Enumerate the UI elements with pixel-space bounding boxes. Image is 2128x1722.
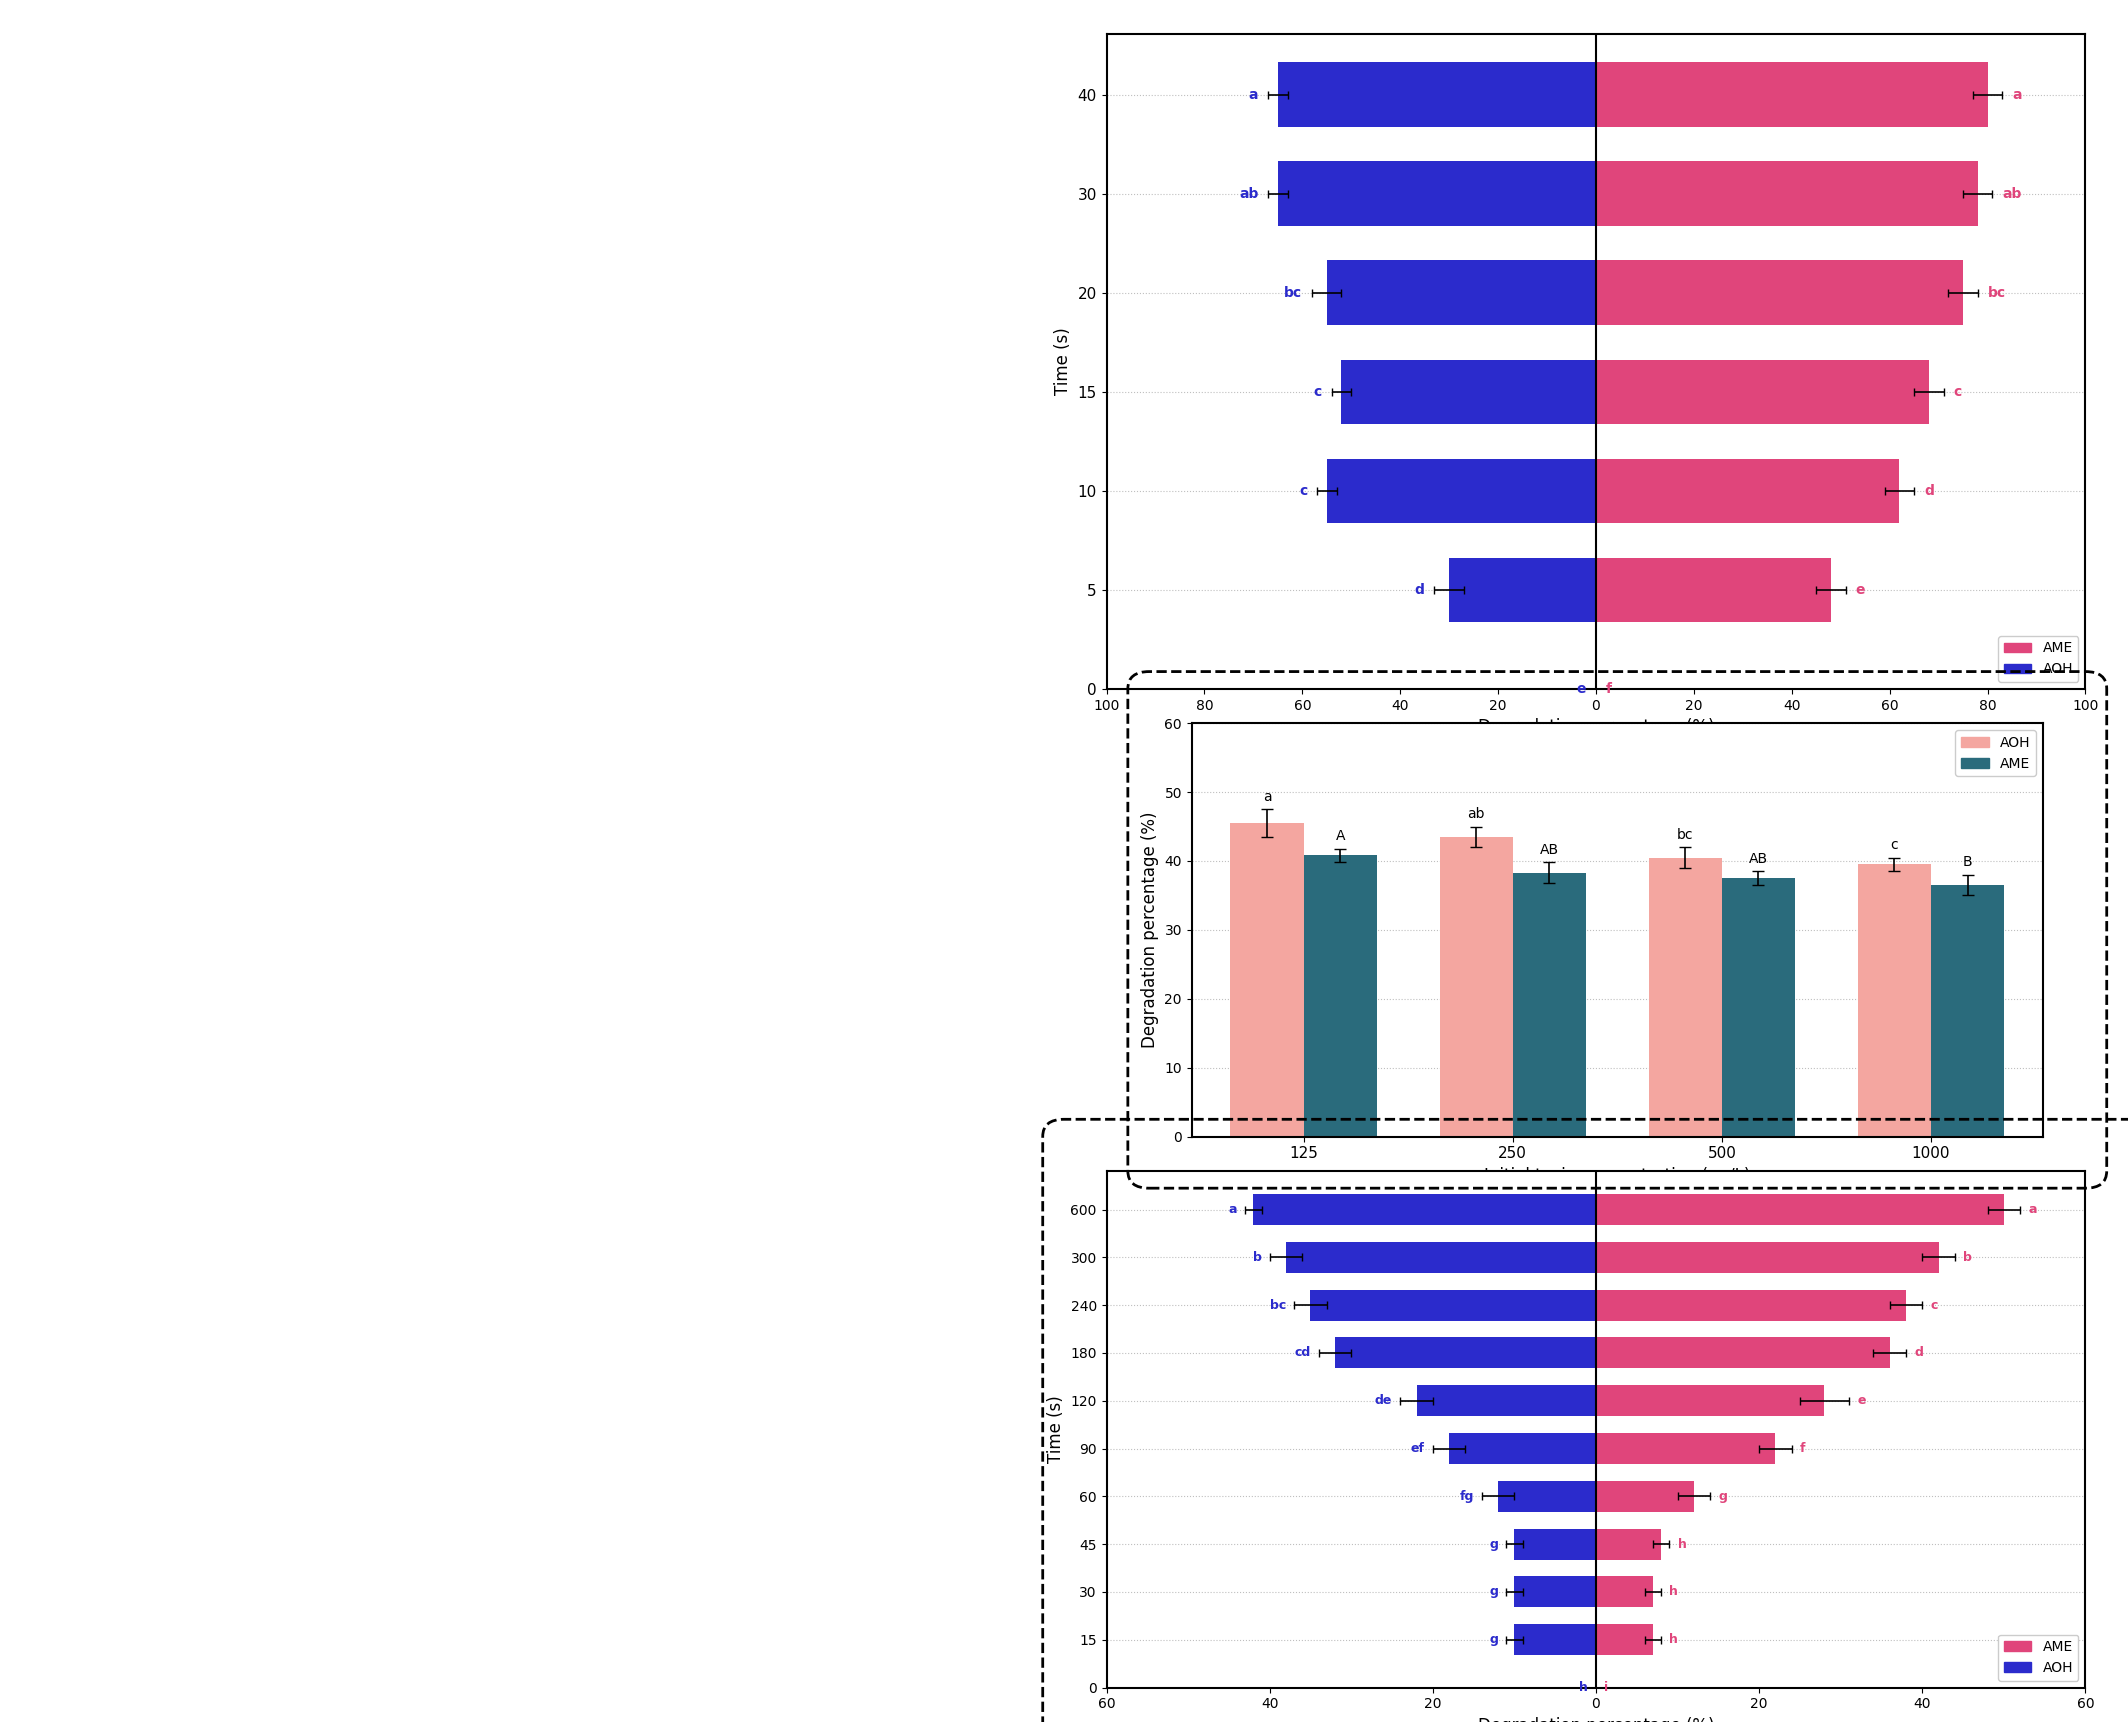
Bar [1439, 837, 1513, 1137]
Bar [1858, 864, 1930, 1137]
Bar [1649, 858, 1722, 1137]
Text: c: c [1890, 839, 1898, 852]
Text: de: de [1375, 1395, 1392, 1407]
Bar [1449, 1433, 1596, 1464]
Bar [1596, 1624, 1653, 1655]
Text: c: c [1313, 384, 1321, 400]
Text: AB: AB [1749, 852, 1768, 866]
Text: d: d [1915, 1347, 1924, 1359]
Bar [1596, 558, 1830, 622]
Text: ef: ef [1411, 1441, 1424, 1455]
Bar [1515, 1576, 1596, 1608]
Bar [1328, 260, 1596, 325]
Text: f: f [1607, 682, 1611, 696]
Text: e: e [1577, 682, 1585, 696]
X-axis label: Initial toxin concentration (μg/L): Initial toxin concentration (μg/L) [1483, 1168, 1751, 1185]
Bar [1930, 885, 2005, 1137]
Bar [1417, 1384, 1596, 1415]
Bar [1341, 360, 1596, 424]
Text: e: e [1858, 1395, 1866, 1407]
Text: g: g [1719, 1490, 1728, 1503]
Text: a: a [1249, 88, 1258, 102]
Text: h: h [1668, 1632, 1679, 1646]
Bar [1596, 1529, 1662, 1560]
Bar [1722, 878, 1796, 1137]
Text: bc: bc [1283, 286, 1302, 300]
Legend: AME, AOH: AME, AOH [1998, 635, 2079, 682]
Text: a: a [2028, 1204, 2036, 1216]
Text: b: b [1962, 1250, 1973, 1264]
Text: b: b [1253, 1250, 1262, 1264]
Bar [1596, 1290, 1907, 1321]
Bar [1596, 1193, 2005, 1224]
Text: h: h [1579, 1681, 1587, 1694]
Bar [1328, 458, 1596, 523]
Text: cd: cd [1294, 1347, 1311, 1359]
Bar [1596, 1433, 1775, 1464]
Bar [1304, 856, 1377, 1137]
Text: g: g [1490, 1632, 1498, 1646]
Text: h: h [1668, 1586, 1679, 1598]
Bar [1596, 260, 1962, 325]
Text: fg: fg [1460, 1490, 1473, 1503]
Text: bc: bc [1677, 828, 1694, 842]
Text: AB: AB [1541, 842, 1560, 858]
Bar [1449, 558, 1596, 622]
Bar [1596, 1242, 1939, 1273]
Legend: AOH, AME: AOH, AME [1956, 730, 2036, 777]
Bar [1596, 1576, 1653, 1608]
Bar [1285, 1242, 1596, 1273]
Bar [1334, 1338, 1596, 1369]
Text: c: c [1298, 484, 1307, 498]
Text: a: a [2013, 88, 2022, 102]
Bar [1515, 1624, 1596, 1655]
Bar [1596, 1481, 1694, 1512]
Text: bc: bc [1988, 286, 2007, 300]
X-axis label: Degradation percentage (%): Degradation percentage (%) [1477, 1717, 1715, 1722]
Text: B: B [1962, 856, 1973, 870]
Text: c: c [1930, 1298, 1939, 1312]
Y-axis label: Time (s): Time (s) [1047, 1395, 1064, 1464]
X-axis label: Degradation percentage (%): Degradation percentage (%) [1477, 718, 1715, 735]
Text: h: h [1677, 1538, 1688, 1550]
Bar [1277, 62, 1596, 127]
Text: ab: ab [2002, 186, 2022, 201]
Text: f: f [1800, 1441, 1805, 1455]
Bar [1277, 162, 1596, 226]
Bar [1596, 62, 1988, 127]
Text: i: i [1605, 1681, 1609, 1694]
Bar [1230, 823, 1304, 1137]
Bar [1596, 458, 1900, 523]
Bar [1596, 360, 1928, 424]
Text: ab: ab [1238, 186, 1258, 201]
Text: bc: bc [1270, 1298, 1285, 1312]
Text: c: c [1954, 384, 1962, 400]
Text: a: a [1228, 1204, 1236, 1216]
Legend: AME, AOH: AME, AOH [1998, 1634, 2079, 1681]
Text: g: g [1490, 1538, 1498, 1550]
Text: g: g [1490, 1586, 1498, 1598]
Bar [1596, 162, 1977, 226]
Text: d: d [1924, 484, 1934, 498]
Bar [1513, 873, 1585, 1137]
Text: A: A [1336, 828, 1345, 844]
Y-axis label: Time (s): Time (s) [1053, 327, 1073, 396]
Bar [1596, 1338, 1890, 1369]
Bar [1253, 1193, 1596, 1224]
Text: d: d [1415, 582, 1424, 598]
Text: a: a [1262, 790, 1270, 804]
Bar [1515, 1529, 1596, 1560]
Bar [1596, 1384, 1824, 1415]
Bar [1311, 1290, 1596, 1321]
Text: e: e [1856, 582, 1864, 598]
Y-axis label: Degradation percentage (%): Degradation percentage (%) [1141, 811, 1160, 1049]
Text: ab: ab [1468, 808, 1485, 821]
Bar [1498, 1481, 1596, 1512]
